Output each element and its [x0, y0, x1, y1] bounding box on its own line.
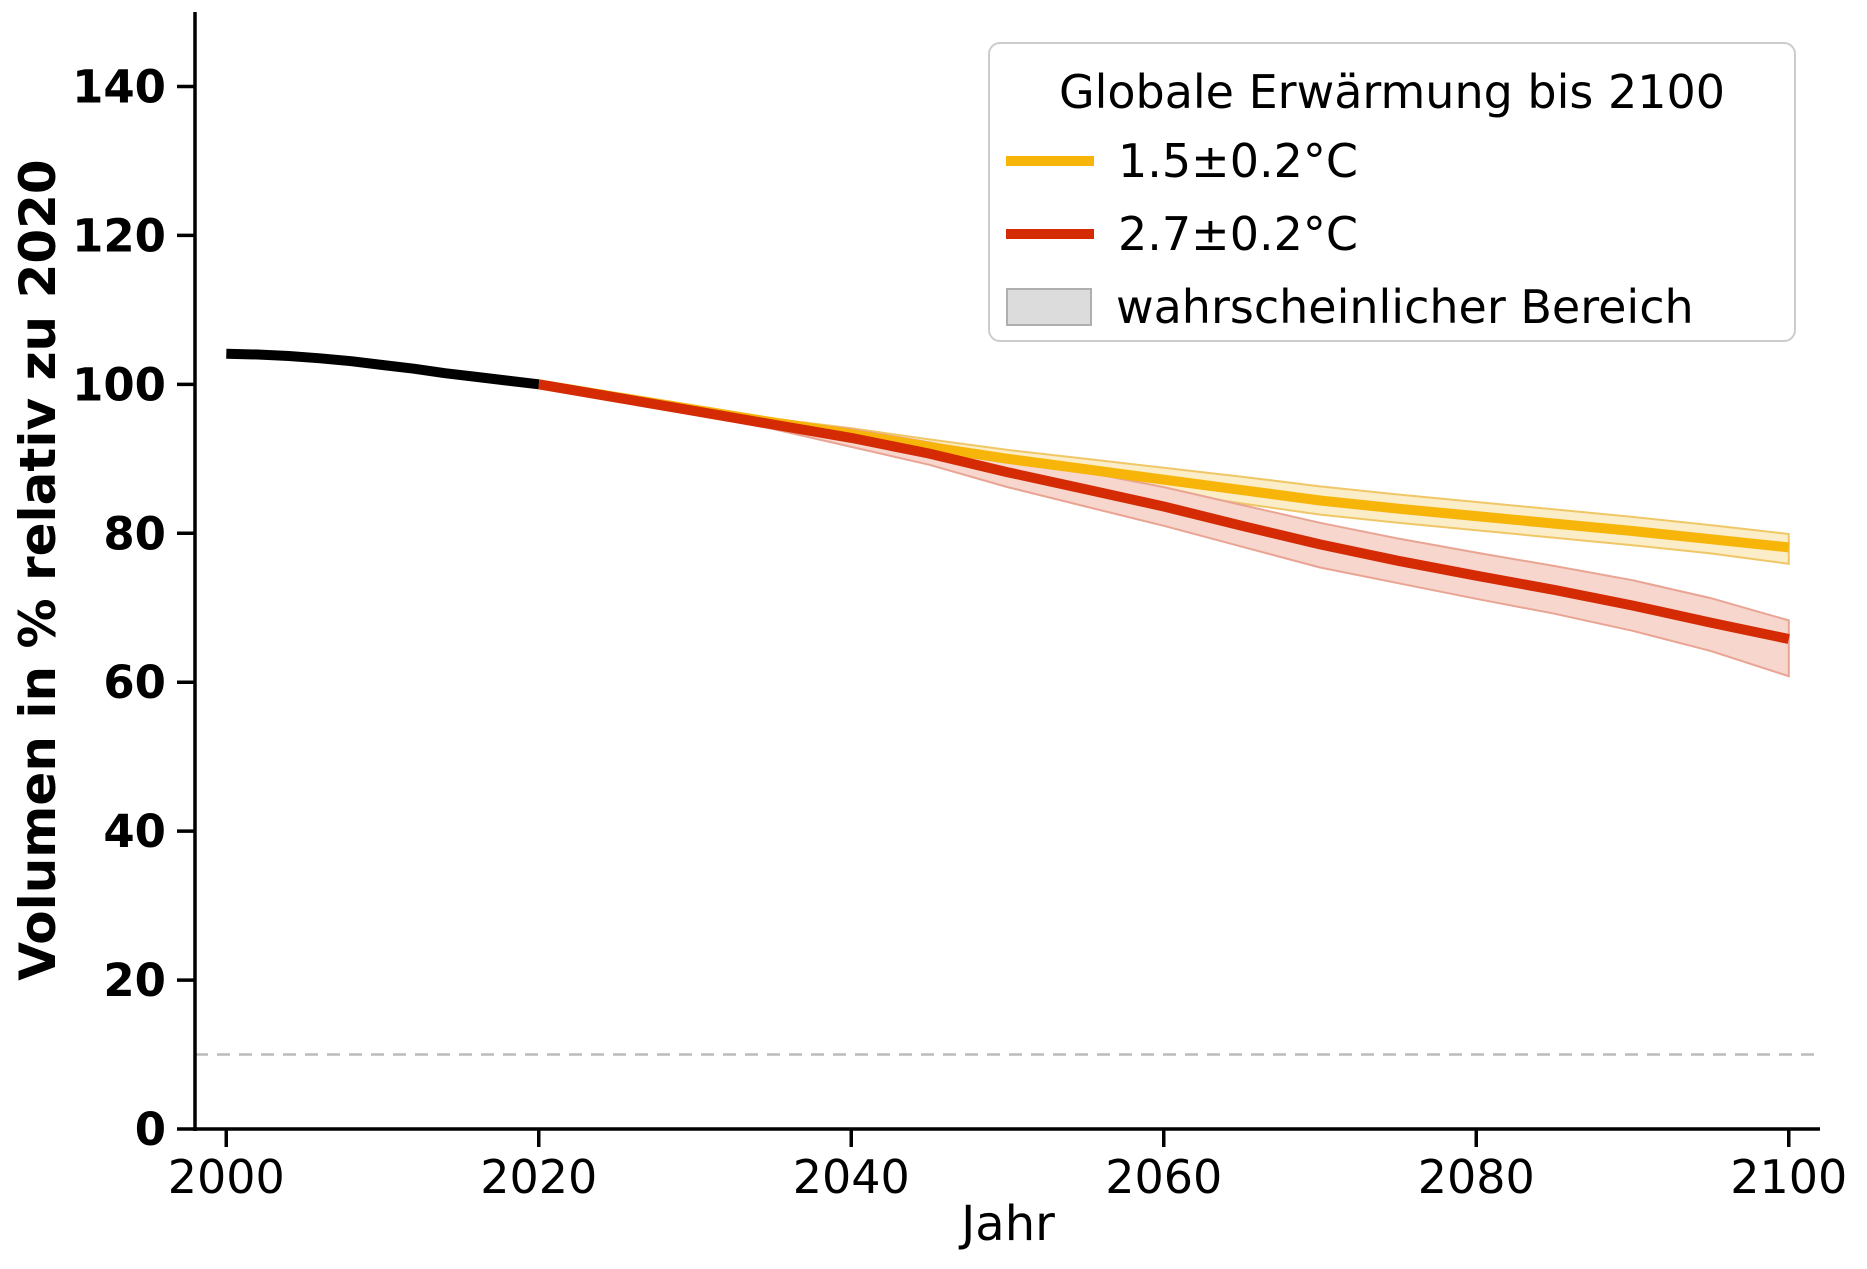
legend-label-likely-range: wahrscheinlicher Bereich	[1116, 279, 1694, 334]
y-tick-label: 20	[103, 954, 166, 1007]
x-tick-label: 2100	[1730, 1150, 1847, 1204]
legend-title: Globale Erwärmung bis 2100	[1058, 65, 1726, 119]
y-tick-label: 80	[103, 507, 166, 560]
y-tick-label: 120	[72, 209, 166, 262]
legend-entry-2-7C: 2.7±0.2°C	[990, 197, 1794, 270]
x-tick-label: 2060	[1105, 1150, 1222, 1204]
x-tick-label: 2000	[168, 1150, 285, 1204]
x-tick-label: 2040	[793, 1150, 910, 1204]
x-tick-label: 2020	[480, 1150, 597, 1204]
x-tick-label: 2080	[1418, 1150, 1535, 1204]
y-tick-label: 60	[103, 656, 166, 709]
legend-line-swatch-2-7C	[1006, 228, 1094, 239]
y-axis-title: Volumen in % relativ zu 2020	[9, 159, 67, 981]
legend-entry-1-5C: 1.5±0.2°C	[990, 124, 1794, 197]
x-axis-title: Jahr	[961, 1196, 1055, 1252]
legend-patch-swatch-likely-range	[1006, 287, 1092, 326]
series-line-2.70.2C	[537, 379, 1790, 644]
legend-label-1-5C: 1.5±0.2°C	[1118, 133, 1358, 188]
y-tick-label: 140	[72, 60, 166, 113]
legend-entry-likely-range: wahrscheinlicher Bereich	[990, 270, 1794, 343]
legend-line-swatch-1-5C	[1006, 155, 1094, 166]
legend-label-2-7C: 2.7±0.2°C	[1118, 206, 1358, 261]
series-line-historisch	[226, 348, 540, 390]
y-tick-label: 40	[103, 805, 166, 858]
legend: Globale Erwärmung bis 2100 1.5±0.2°C 2.7…	[988, 42, 1796, 342]
y-tick-label: 100	[72, 358, 166, 411]
y-tick-label: 0	[135, 1103, 166, 1156]
